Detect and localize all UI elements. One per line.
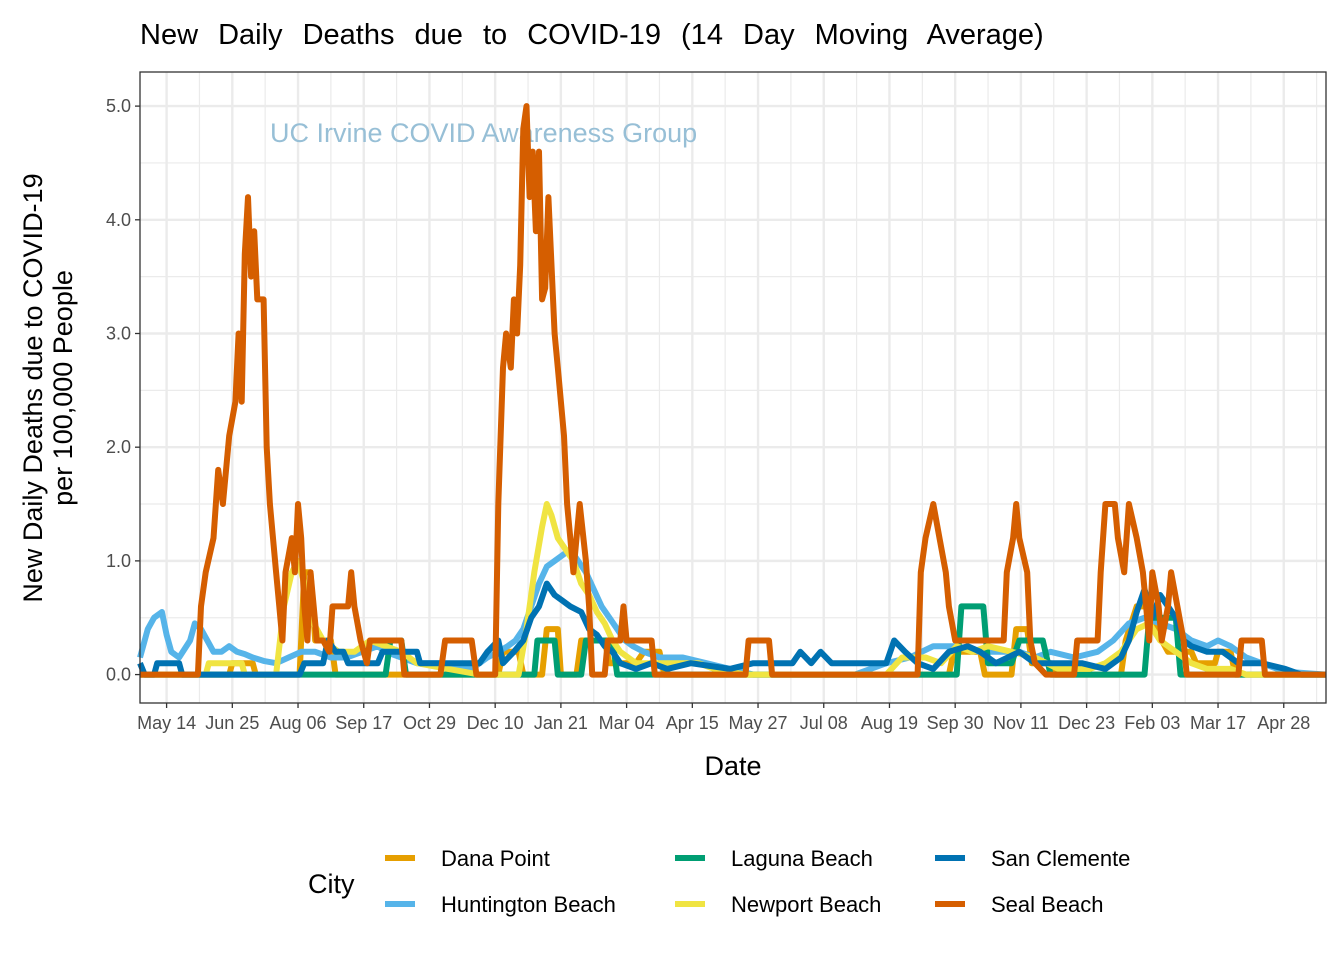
x-tick-label: Oct 29 bbox=[403, 713, 456, 733]
legend-label: Seal Beach bbox=[991, 892, 1104, 917]
legend-item: Seal Beach bbox=[935, 892, 1104, 917]
x-tick-label: Dec 23 bbox=[1058, 713, 1115, 733]
x-tick-label: Aug 06 bbox=[269, 713, 326, 733]
y-tick-label: 3.0 bbox=[106, 323, 131, 343]
legend-title: City bbox=[308, 869, 355, 899]
series-line-seal-beach bbox=[140, 103, 1326, 678]
x-tick-label: Jul 08 bbox=[800, 713, 848, 733]
y-tick-label: 1.0 bbox=[106, 551, 131, 571]
x-tick-label: Aug 19 bbox=[861, 713, 918, 733]
y-axis: 0.0 1.0 2.0 3.0 4.0 5.0 bbox=[106, 96, 140, 685]
series-layer bbox=[137, 103, 1327, 678]
y-tick-label: 5.0 bbox=[106, 96, 131, 116]
x-tick-label: Mar 17 bbox=[1190, 713, 1246, 733]
x-tick-label: Nov 11 bbox=[993, 713, 1049, 733]
y-axis-title-line2: per 100,000 People bbox=[48, 270, 78, 506]
legend-item: Laguna Beach bbox=[675, 846, 873, 871]
x-tick-label: Jun 25 bbox=[205, 713, 259, 733]
plot-border bbox=[139, 71, 1327, 704]
chart-title: New Daily Deaths due to COVID-19 (14 Day… bbox=[140, 19, 1044, 51]
x-axis-title: Date bbox=[704, 751, 761, 781]
x-tick-label: Jan 21 bbox=[534, 713, 588, 733]
x-axis: May 14 Jun 25 Aug 06 Sep 17 Oct 29 Dec 10 Jan … bbox=[137, 703, 1310, 733]
x-tick-label: Apr 15 bbox=[666, 713, 719, 733]
x-tick-label: Dec 10 bbox=[467, 713, 524, 733]
legend-item: Huntington Beach bbox=[385, 892, 616, 917]
plot-panel bbox=[140, 72, 1326, 703]
y-tick-label: 0.0 bbox=[106, 665, 131, 685]
legend-label: San Clemente bbox=[991, 846, 1130, 871]
y-tick-label: 4.0 bbox=[106, 210, 131, 230]
x-tick-label: Sep 30 bbox=[927, 713, 984, 733]
legend-item: Dana Point bbox=[385, 846, 550, 871]
legend-label: Dana Point bbox=[441, 846, 550, 871]
legend-label: Laguna Beach bbox=[731, 846, 873, 871]
legend-item: San Clemente bbox=[935, 846, 1130, 871]
legend: City Dana Point Huntington Beach Laguna Be… bbox=[308, 846, 1130, 917]
watermark: UC Irvine COVID Awareness Group bbox=[270, 118, 697, 148]
x-tick-label: Apr 28 bbox=[1257, 713, 1310, 733]
legend-item: Newport Beach bbox=[675, 892, 881, 917]
x-tick-label: Mar 04 bbox=[599, 713, 655, 733]
legend-label: Huntington Beach bbox=[441, 892, 616, 917]
legend-label: Newport Beach bbox=[731, 892, 881, 917]
x-tick-label: Feb 03 bbox=[1124, 713, 1180, 733]
x-tick-label: May 27 bbox=[729, 713, 788, 733]
y-axis-title-line1: New Daily Deaths due to COVID-19 bbox=[18, 173, 48, 602]
x-tick-label: Sep 17 bbox=[335, 713, 392, 733]
x-tick-label: May 14 bbox=[137, 713, 196, 733]
series-line-huntington-beach bbox=[137, 546, 1327, 678]
y-tick-label: 2.0 bbox=[106, 437, 131, 457]
